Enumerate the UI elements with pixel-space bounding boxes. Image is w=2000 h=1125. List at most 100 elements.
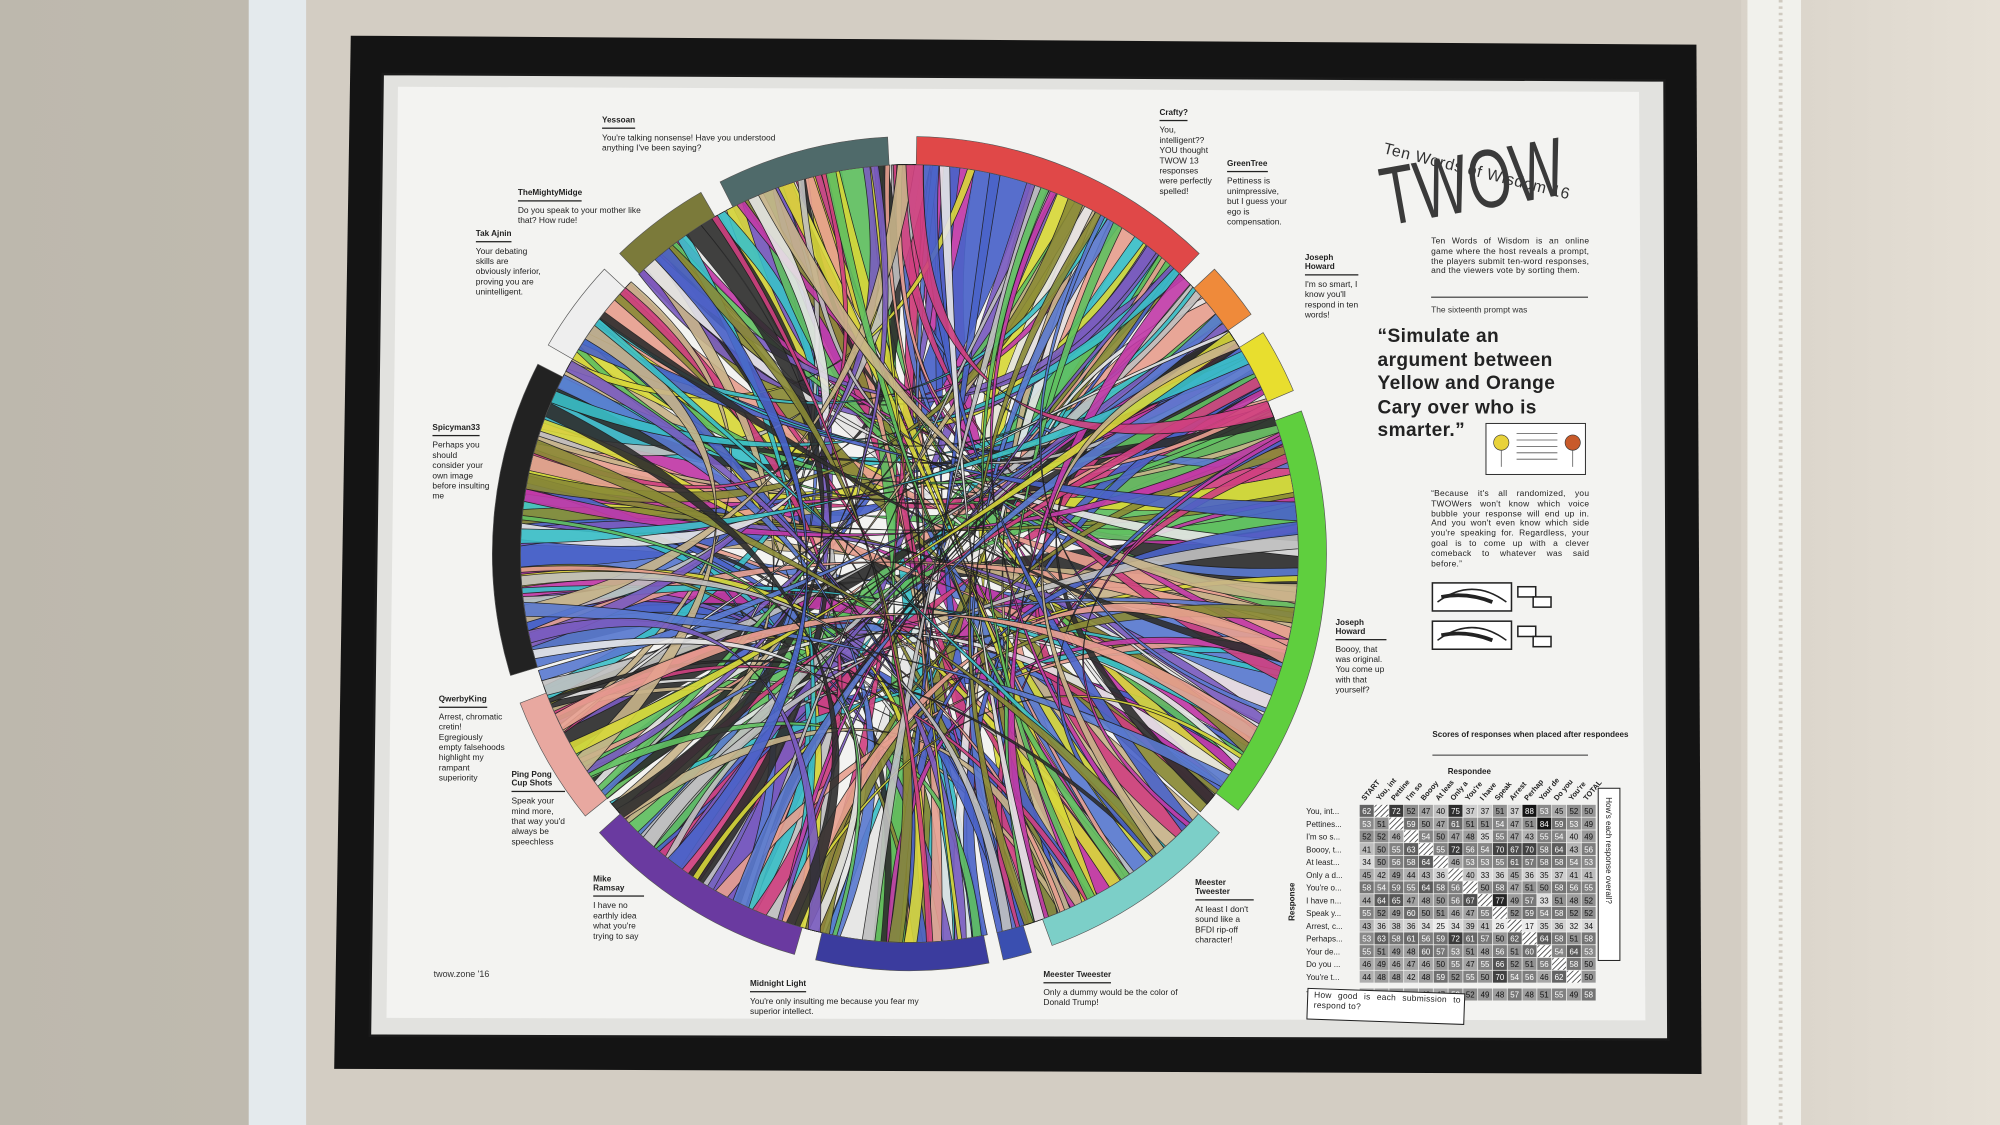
cell-value: 41 [1362,845,1371,854]
illustration-lines [1500,433,1574,467]
author: Ping Pong Cup Shots [511,770,566,793]
empty-cell [1374,804,1389,817]
table-cell [1581,843,1596,856]
table-cell [1581,970,1596,983]
cell-value: 45 [1510,871,1519,880]
response: Midnight Light You're only insulting me b… [750,969,922,1017]
response-text: I have no earthly idea what you're tryin… [593,901,639,942]
table-cell [1359,894,1374,907]
empty-cell [1448,868,1463,881]
table-cell [1552,817,1567,830]
table-cell [1566,868,1581,881]
table-cell [1389,868,1404,881]
table-cell [1389,919,1404,932]
cell-value: 53 [1451,947,1460,956]
table-cell [1537,855,1552,868]
table-cell [1522,804,1537,817]
cell-value: 17 [1525,922,1534,931]
response: Yessoan You're talking nonsense! Have you… [602,106,793,154]
response-caption: Meester Tweester At least I don't sound l… [1195,879,1254,945]
table-cell [1359,868,1374,881]
table-cell [1537,906,1552,919]
cell-value: 52 [1510,960,1519,969]
cell-value: 46 [1392,960,1401,969]
chord-arc [547,268,626,360]
cell-value: 50 [1422,820,1431,829]
cell-value: 48 [1422,896,1431,905]
row-header: Response [1288,882,1297,921]
author: TheMightyMidge [517,189,583,202]
cell-value: 59 [1407,820,1416,829]
table-cell [1507,970,1522,983]
table-cell [1433,957,1448,970]
table-cell [1463,970,1478,983]
chord-arc [1042,813,1220,946]
table-cell [1433,881,1448,894]
cell-value: 50 [1584,973,1593,982]
row-label: You're t... [1306,973,1339,982]
table-cell [1448,855,1463,868]
cell-value: 38 [1392,922,1401,931]
table-cell [1581,881,1596,894]
table-cell [1566,843,1581,856]
table-cell [1448,843,1463,856]
response-text: Your debating skills are obviously infer… [475,247,541,298]
cell-value: 67 [1466,896,1475,905]
table-cell [1492,830,1507,843]
cell-value: 52 [1584,909,1593,918]
table-cell [1566,932,1581,945]
cell-value: 58 [1495,884,1504,893]
table-cell [1552,970,1567,983]
cell-value: 32 [1569,922,1578,931]
table-cell [1448,945,1463,958]
cell-value: 53 [1569,820,1578,829]
label-box [1306,987,1466,1025]
table-cell [1537,894,1552,907]
cell-value: 47 [1510,820,1519,829]
table-cell [1492,843,1507,856]
cell-value: 60 [1525,947,1534,956]
cell-value: 50 [1377,845,1386,854]
cell-value: 46 [1451,858,1460,867]
cell-value: 47 [1451,833,1460,842]
cell-value: 37 [1466,807,1475,816]
empty-cell [1478,894,1493,907]
cell-value: 51 [1377,820,1386,829]
table-cell [1448,919,1463,932]
cell-value: 52 [1466,991,1475,1000]
cell-value: 33 [1540,896,1549,905]
cell-value: 52 [1569,807,1578,816]
response-text: Do you speak to your mother like that? H… [517,206,641,226]
table-cell [1581,945,1596,958]
cell-value: 52 [1584,896,1593,905]
table-cell [1448,830,1463,843]
cell-value: 25 [1436,922,1445,931]
cell-value: 55 [1466,973,1475,982]
response: GreenTree Pettiness is unimpressive, but … [1227,149,1288,228]
cell-value: 36 [1377,922,1386,931]
cell-value: 55 [1584,884,1593,893]
cell-value: 72 [1451,935,1460,944]
table-cell [1537,804,1552,817]
cell-value: 58 [1392,935,1401,944]
cell-value: 41 [1584,871,1593,880]
response-caption: Tak Ajnin Your debating skills are obviou… [475,230,541,298]
chord-arc [1215,410,1327,811]
table-cell [1522,945,1537,958]
empty-cell [1552,957,1567,970]
cell-value: 48 [1392,973,1401,982]
table-cell [1566,804,1581,817]
cell-value: 41 [1481,922,1490,931]
table-cell [1492,932,1507,945]
table-cell [1537,817,1552,830]
cell-value: 40 [1466,871,1475,880]
table-cell [1507,945,1522,958]
cell-value: 46 [1422,960,1431,969]
cell-value: 75 [1451,807,1460,816]
table-cell [1433,919,1448,932]
table-cell [1359,932,1374,945]
response: Spicyman33 Perhaps you should consider yo… [432,413,491,502]
empty-cell [1404,830,1419,843]
intro: Ten Words of Wisdom is an online game wh… [1431,237,1590,277]
table-cell [1478,932,1493,945]
